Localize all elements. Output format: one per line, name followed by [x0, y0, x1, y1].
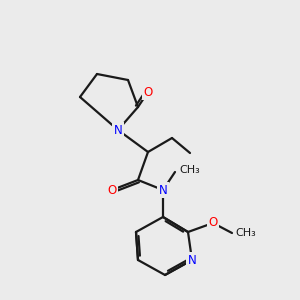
Text: N: N: [114, 124, 122, 136]
Text: N: N: [188, 254, 196, 266]
Text: CH₃: CH₃: [235, 228, 256, 238]
Text: O: O: [107, 184, 117, 196]
Text: O: O: [143, 85, 153, 98]
Text: O: O: [208, 217, 217, 230]
Text: CH₃: CH₃: [179, 165, 200, 175]
Text: N: N: [159, 184, 167, 196]
